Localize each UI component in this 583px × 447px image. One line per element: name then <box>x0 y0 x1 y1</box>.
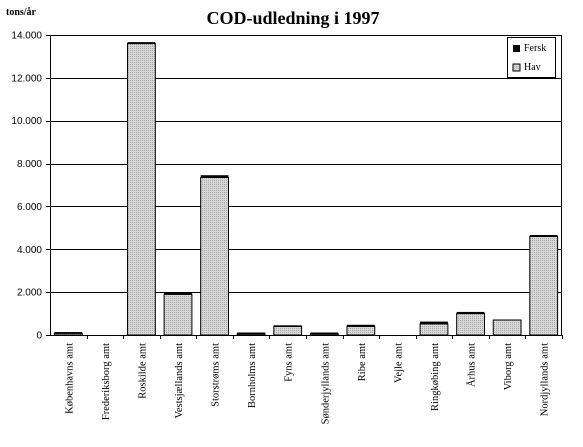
chart-title: COD-udledning i 1997 <box>206 8 379 28</box>
bar-fersk <box>273 325 302 327</box>
bar-fersk <box>54 332 83 334</box>
x-tick-label: Frederiksborg amt <box>101 343 112 420</box>
y-tick-label: 0 <box>36 331 42 342</box>
bar-fersk <box>346 324 375 327</box>
legend-swatch-fersk <box>513 45 520 52</box>
x-tick-label: Nordjyllands amt <box>540 343 551 416</box>
legend-label-fersk: Fersk <box>524 43 546 54</box>
bar-fersk <box>237 332 266 335</box>
x-tick-label: Københavns amt <box>64 343 75 414</box>
y-unit-label: tons/år <box>6 7 37 18</box>
axes: 0 2.000 4.000 6.000 8.000 10.000 12.000 14.000 K… <box>11 31 563 424</box>
bar-hav <box>273 325 303 336</box>
gridlines <box>50 35 562 293</box>
y-tick-label: 8.000 <box>17 159 42 170</box>
legend-label-hav: Hav <box>524 62 541 73</box>
y-tick-label: 12.000 <box>11 73 42 84</box>
x-tick-label: Roskilde amt <box>137 343 148 399</box>
x-tick-label: Vejle amt <box>393 343 404 383</box>
x-tick-label: Sønderjyllands amt <box>320 343 331 424</box>
bar-fersk <box>310 332 339 335</box>
bar-fersk <box>127 42 156 45</box>
bar-hav <box>492 319 522 336</box>
bar-hav <box>346 325 376 336</box>
bar-fersk <box>200 175 229 178</box>
y-tick-label: 4.000 <box>17 245 42 256</box>
bar-hav <box>529 235 559 336</box>
bar-fersk <box>456 311 485 315</box>
bar-hav <box>200 177 229 336</box>
bar-fersk <box>164 292 192 295</box>
bar-hav <box>419 323 449 336</box>
x-tick-label: Storstrøms amt <box>211 343 222 407</box>
x-tick-label: Vestsjællands amt <box>174 343 185 419</box>
y-tick-label: 6.000 <box>17 202 42 213</box>
y-tick-label: 10.000 <box>11 116 42 127</box>
legend: Fersk Hav <box>507 37 556 78</box>
x-tick-label: Fyns amt <box>284 343 295 382</box>
bar-hav <box>163 293 193 336</box>
bars <box>53 42 559 336</box>
x-tick-label: Bornholms amt <box>247 343 258 408</box>
legend-swatch-hav <box>512 63 521 72</box>
bar-fersk <box>529 235 558 237</box>
x-tick-label: Ringkøbing amt <box>430 343 441 411</box>
y-tick-label: 14.000 <box>11 31 42 42</box>
x-tick-label: Ribe amt <box>357 343 368 381</box>
y-tick-label: 2.000 <box>17 288 42 299</box>
x-tick-label: Århus amt <box>466 343 478 387</box>
bar-fersk <box>420 321 448 325</box>
bar-hav <box>127 43 156 336</box>
bar-hav <box>456 313 485 336</box>
x-tick-label: Viborg amt <box>503 343 514 390</box>
